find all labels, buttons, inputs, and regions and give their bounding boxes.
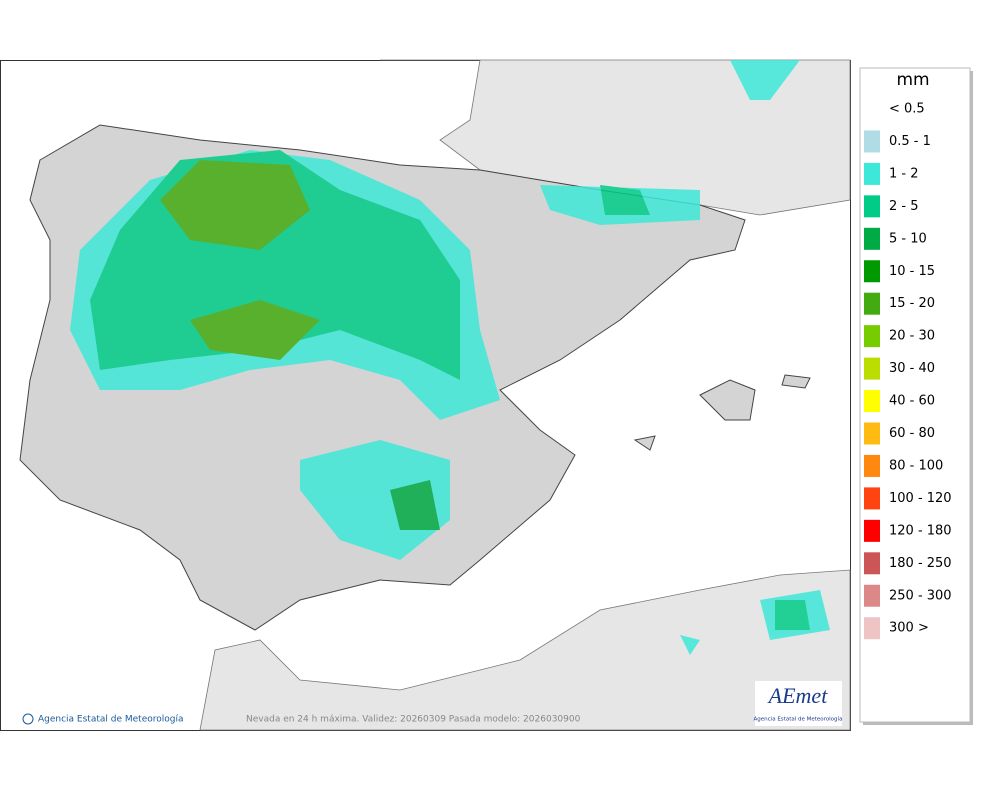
legend-label: 30 - 40	[889, 361, 935, 376]
snow-areas	[70, 60, 830, 655]
legend-label: 5 - 10	[889, 231, 927, 246]
legend-label: 180 - 250	[889, 556, 952, 571]
legend-swatch	[864, 292, 880, 315]
legend-swatch	[864, 162, 880, 185]
legend-label: 250 - 300	[889, 588, 952, 603]
legend: mm < 0.5 0.5 - 1 1 - 2 2 - 5 5 - 10 10 - 15 15…	[859, 67, 973, 725]
legend-swatch	[864, 617, 880, 640]
legend-label: 80 - 100	[889, 458, 943, 473]
legend-swatch	[864, 357, 880, 380]
legend-label: 1 - 2	[889, 166, 919, 181]
legend-swatch	[864, 454, 880, 477]
islands	[633, 374, 811, 451]
legend-swatch	[864, 130, 880, 153]
legend-label: 0.5 - 1	[889, 134, 931, 149]
legend-label: < 0.5	[889, 102, 925, 117]
legend-swatch	[864, 195, 880, 218]
map: Agencia Estatal de Meteorología Nevada e…	[0, 59, 851, 731]
logo-box	[755, 681, 842, 726]
legend-swatch	[864, 487, 880, 510]
legend-label: 120 - 180	[889, 523, 952, 538]
legend-swatch	[864, 390, 880, 413]
legend-swatch	[864, 422, 880, 445]
credit-icon	[22, 713, 34, 725]
legend-label: 40 - 60	[889, 394, 935, 409]
credit: Agencia Estatal de Meteorología	[38, 715, 184, 725]
legend-label: 60 - 80	[889, 426, 935, 441]
legend-swatch	[864, 227, 880, 250]
legend-swatch	[864, 260, 880, 283]
logo-subtitle: Agencia Estatal de Meteorología	[754, 716, 843, 723]
africa	[199, 569, 851, 731]
legend-label: 10 - 15	[889, 264, 935, 279]
legend-label: 2 - 5	[889, 199, 919, 214]
legend-swatch	[864, 519, 880, 542]
legend-label: 20 - 30	[889, 329, 935, 344]
legend-label: 300 >	[889, 621, 929, 636]
legend-label: 100 - 120	[889, 491, 952, 506]
legend-swatch	[864, 552, 880, 575]
legend-swatch	[864, 584, 880, 607]
legend-label: 15 - 20	[889, 296, 935, 311]
legend-swatch	[864, 98, 880, 120]
legend-swatch	[864, 325, 880, 348]
caption: Nevada en 24 h máxima. Validez: 20260309…	[246, 715, 581, 725]
legend-unit: mm	[896, 70, 929, 90]
logo: AEmet	[767, 683, 829, 708]
